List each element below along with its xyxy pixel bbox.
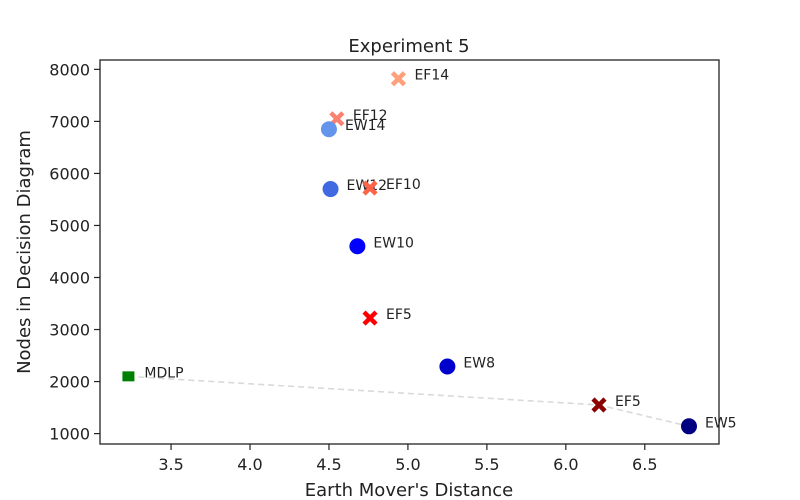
data-point-ew8: EW8 <box>439 355 495 375</box>
y-tick-label: 2000 <box>49 373 90 392</box>
x-tick-label: 5.0 <box>395 455 420 474</box>
data-point-mdlp: MDLP <box>122 365 184 382</box>
x-tick-label: 6.5 <box>632 455 657 474</box>
point-marker-circle <box>322 181 339 198</box>
data-point-ef10: EF10 <box>362 177 421 196</box>
point-label: EW14 <box>345 118 386 134</box>
y-tick-label: 4000 <box>49 268 90 287</box>
point-label: EF5 <box>386 307 412 323</box>
point-label: EW8 <box>463 355 495 371</box>
point-marker-circle <box>680 418 697 435</box>
data-point-ef14: EF14 <box>390 68 449 87</box>
point-marker-circle <box>349 238 366 255</box>
y-tick-label: 1000 <box>49 425 90 444</box>
data-point-ew14: EW14 <box>320 118 386 138</box>
data-point-ew12: EW12 <box>322 178 387 198</box>
y-tick-label: 7000 <box>49 112 90 131</box>
x-tick-label: 6.0 <box>553 455 578 474</box>
plot-frame <box>99 59 720 445</box>
x-tick-label: 4.0 <box>237 455 262 474</box>
point-label: EF14 <box>414 68 449 84</box>
data-point-ef12: EF12 <box>329 108 388 127</box>
x-tick-label: 4.5 <box>316 455 341 474</box>
y-tick-label: 6000 <box>49 164 90 183</box>
point-label: EW10 <box>373 235 414 251</box>
point-label: EW5 <box>705 415 737 431</box>
y-tick-label: 8000 <box>49 60 90 79</box>
data-point-ef5: EF5 <box>362 307 412 326</box>
data-point-ew10: EW10 <box>349 235 414 255</box>
point-label: EF12 <box>353 108 388 124</box>
data-point-ef5: EF5 <box>591 394 641 413</box>
point-label: EF10 <box>386 177 421 193</box>
point-marker-x <box>591 397 607 413</box>
point-marker-square <box>122 371 135 382</box>
point-marker-circle <box>439 358 456 375</box>
x-tick-label: 3.5 <box>158 455 183 474</box>
point-label: MDLP <box>144 365 183 381</box>
x-tick-label: 5.5 <box>474 455 499 474</box>
x-axis-label: Earth Mover's Distance <box>305 480 513 500</box>
y-tick-label: 3000 <box>49 321 90 340</box>
point-label: EF5 <box>615 394 641 410</box>
point-marker-x <box>362 180 378 196</box>
point-marker-circle <box>320 121 337 138</box>
data-point-ew5: EW5 <box>680 415 737 435</box>
y-axis-label: Nodes in Decision Diagram <box>14 130 35 374</box>
y-tick-label: 5000 <box>49 216 90 235</box>
chart-title: Experiment 5 <box>348 36 469 57</box>
point-marker-x <box>362 310 378 326</box>
point-marker-x <box>390 71 407 87</box>
